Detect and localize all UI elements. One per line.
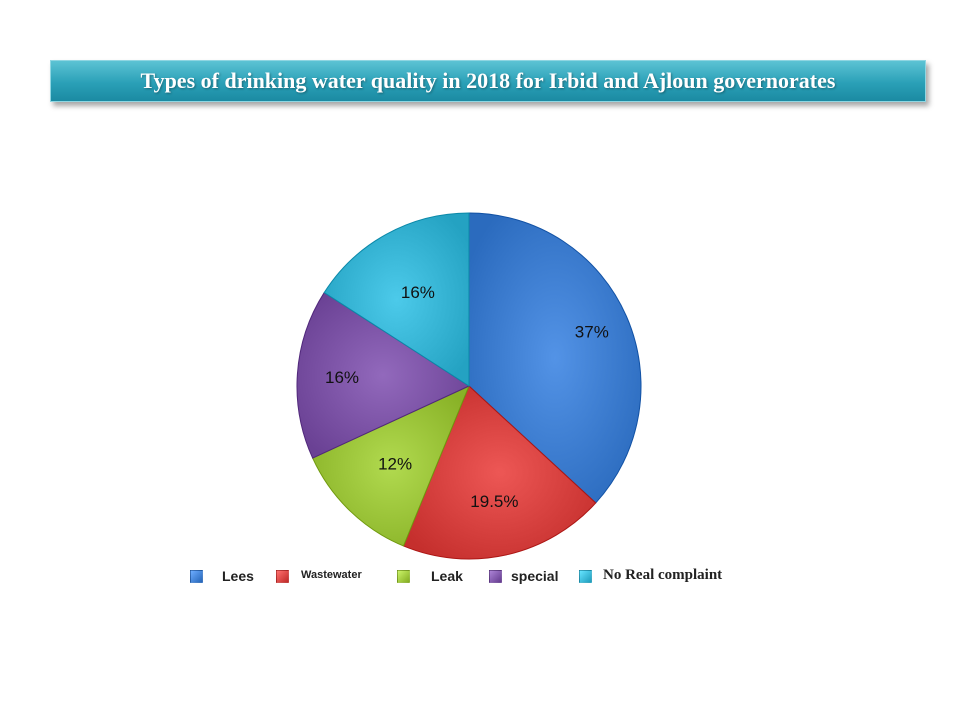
legend-swatch	[397, 570, 410, 583]
slice-value-label-no-real-complaint: 16%	[401, 283, 435, 302]
pie-slice-lees	[468, 212, 642, 504]
legend-swatch	[489, 570, 502, 583]
legend-swatch	[276, 570, 289, 583]
legend-label: Wastewater	[301, 569, 362, 581]
pie-slice-leak	[311, 385, 470, 547]
pie-slice-no-real-complaint	[323, 212, 470, 387]
slice-value-label-leak: 12%	[378, 454, 412, 473]
chart-legend: Lees Wastewater Leak special No Real com…	[0, 566, 960, 590]
legend-label: No Real complaint	[603, 567, 723, 583]
legend-label: special	[511, 568, 559, 584]
legend-swatch	[190, 570, 203, 583]
legend-label: Lees	[222, 568, 254, 584]
legend-swatch	[579, 570, 592, 583]
slice-value-label-lees: 37%	[575, 323, 609, 342]
chart-title: Types of drinking water quality in 2018 …	[140, 68, 836, 93]
pie-slice-special	[296, 291, 471, 459]
chart-title-banner: Types of drinking water quality in 2018 …	[50, 60, 926, 102]
slice-value-label-special: 16%	[325, 368, 359, 387]
slice-value-label-wastewater: 19.5%	[470, 492, 518, 511]
legend-label: Leak	[431, 568, 463, 584]
